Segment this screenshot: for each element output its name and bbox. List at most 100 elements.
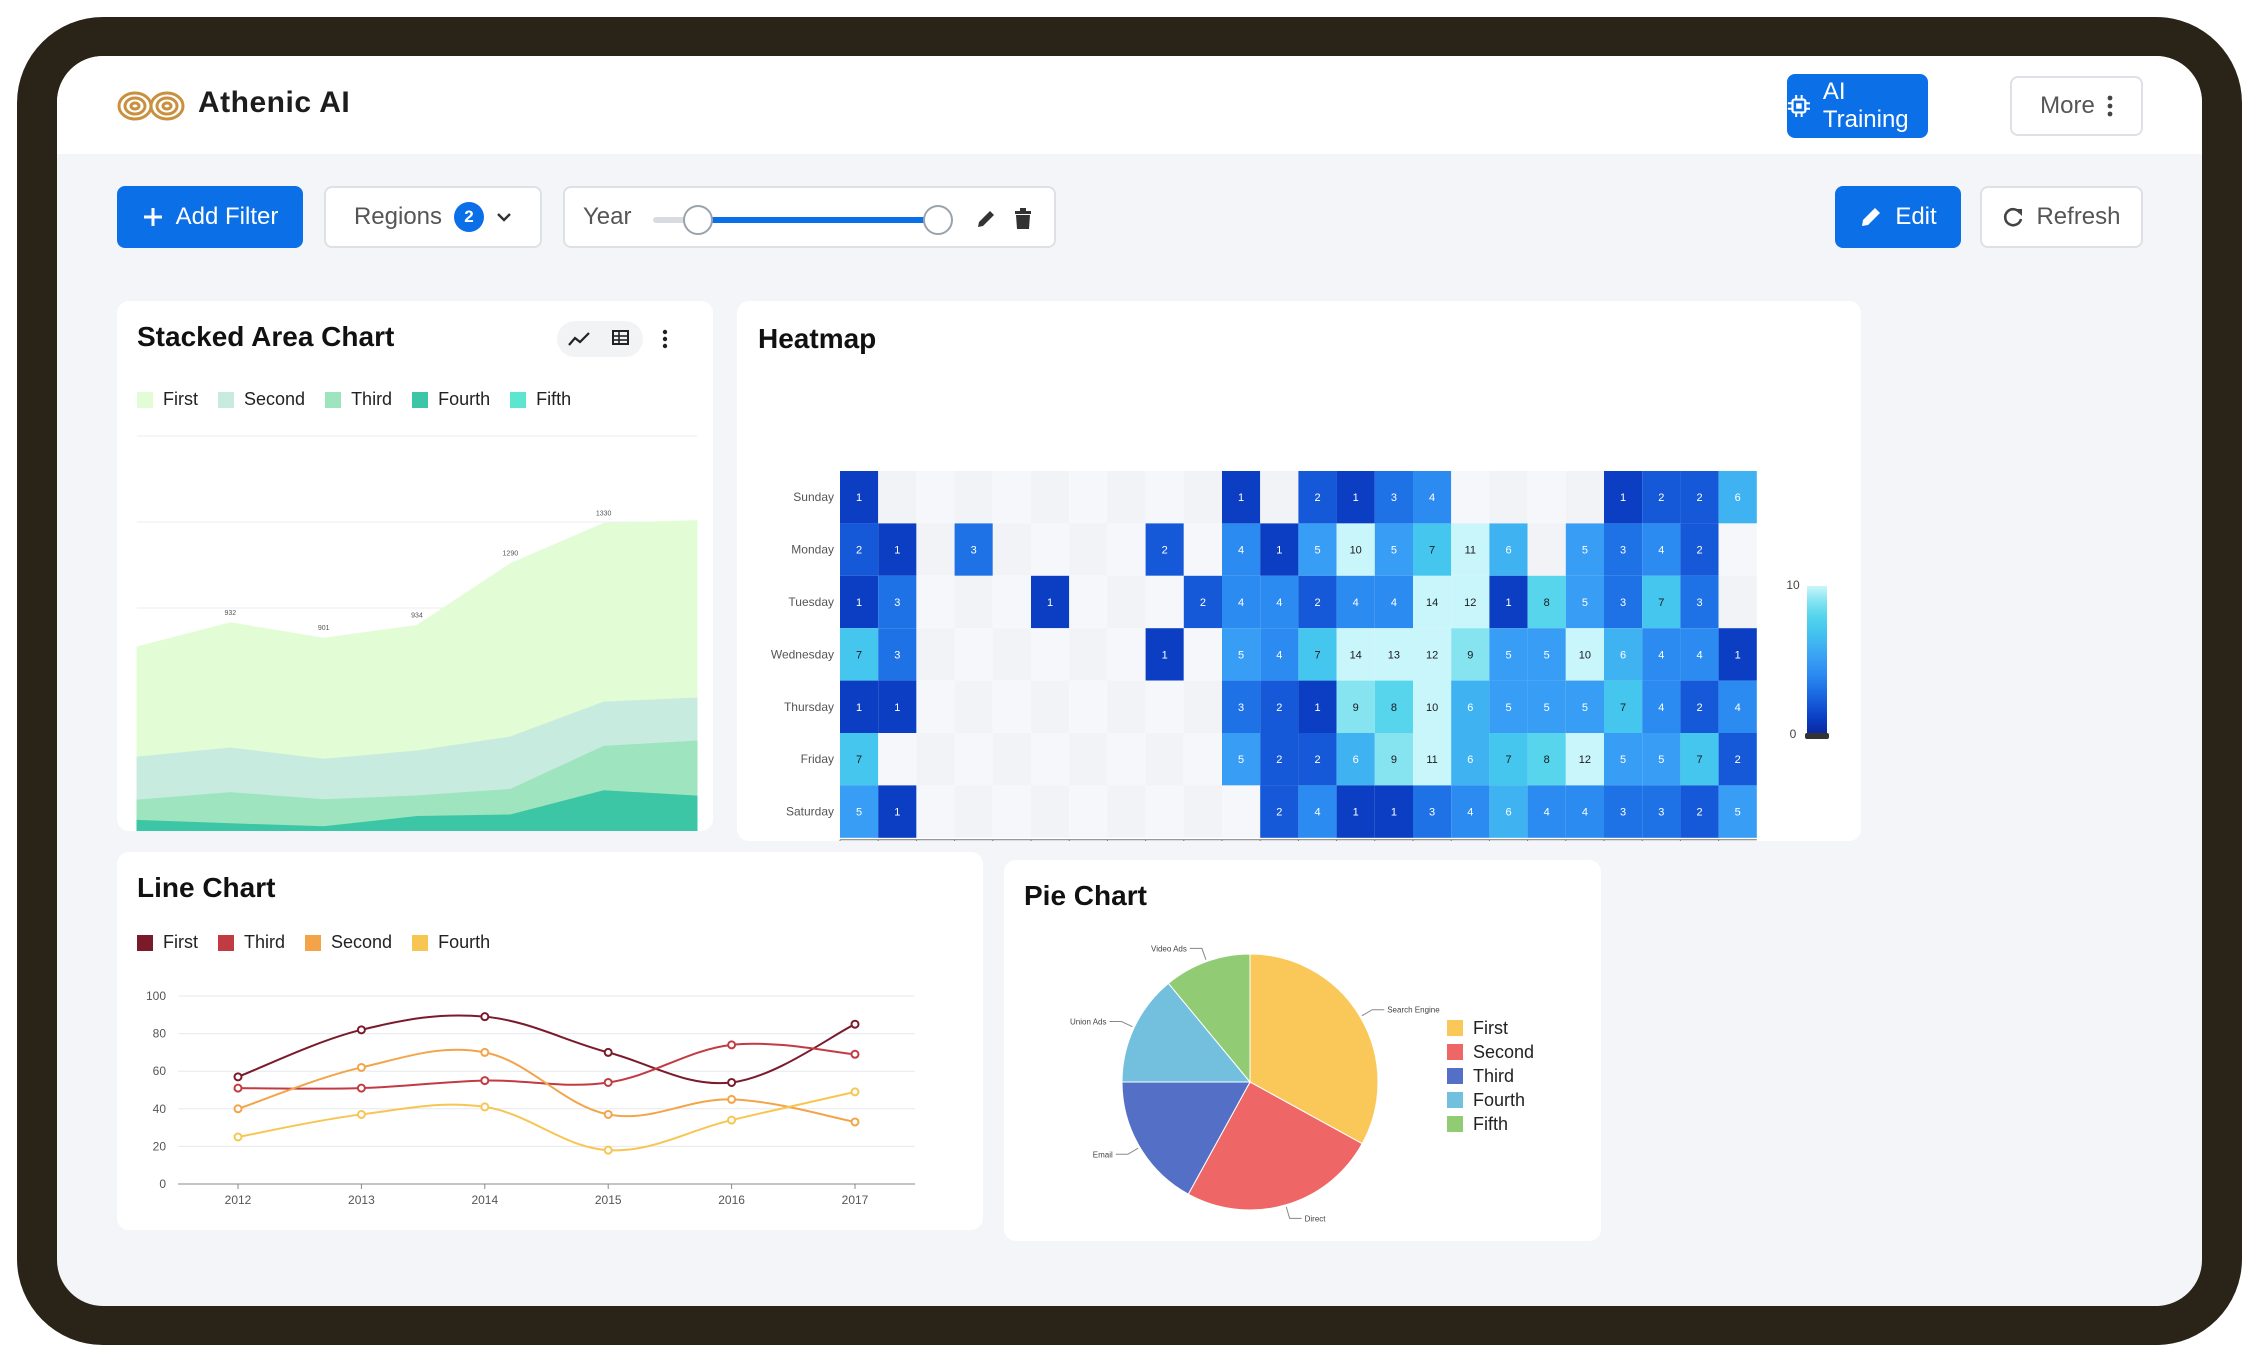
app-screen: Athenic AI AI Training More bbox=[57, 56, 2202, 1306]
line_card-legend-item[interactable]: Third bbox=[218, 932, 285, 953]
legend-label: First bbox=[163, 389, 198, 409]
heatmap-cell bbox=[878, 523, 917, 576]
pie-legend-item[interactable]: Fifth bbox=[1447, 1112, 1534, 1136]
legend-label: Third bbox=[244, 932, 286, 952]
stacked-area-plot: 932 901 934 1290 1330 bbox=[136, 435, 698, 831]
heatmap-cell bbox=[1718, 628, 1757, 681]
heatmap-cell bbox=[1069, 471, 1108, 524]
trash-icon[interactable] bbox=[1013, 208, 1033, 230]
pie-label-line bbox=[1285, 1206, 1302, 1219]
heatmap-cell bbox=[1642, 785, 1681, 838]
heatmap-cell-label: 4 bbox=[1582, 807, 1588, 819]
heatmap-cell bbox=[1642, 471, 1681, 524]
app-name: Athenic AI bbox=[198, 86, 351, 119]
heatmap-cell bbox=[878, 680, 917, 733]
heatmap-cell-label: 3 bbox=[1658, 807, 1664, 819]
heatmap-cell bbox=[1069, 680, 1108, 733]
heatmap-cell-label: 9 bbox=[1467, 649, 1473, 661]
heatmap-cell bbox=[1031, 680, 1070, 733]
pie-slice-label: Direct bbox=[1305, 1214, 1327, 1223]
year-filter: Year bbox=[563, 186, 1056, 248]
heatmap-y-label: Wednesday bbox=[771, 647, 834, 661]
heatmap-cell bbox=[1336, 575, 1375, 629]
heatmap-cell-label: 4 bbox=[1276, 597, 1282, 609]
heatmap-cell-label: 2 bbox=[1696, 807, 1702, 819]
heatmap-y-label: Saturday bbox=[786, 805, 834, 819]
heatmap-cell-label: 4 bbox=[1658, 545, 1664, 557]
pencil-icon[interactable] bbox=[975, 208, 997, 230]
heatmap-cell bbox=[1069, 575, 1108, 629]
area-data-label: 901 bbox=[318, 625, 330, 632]
heatmap-cell bbox=[1336, 523, 1375, 576]
heatmap-cell-label: 6 bbox=[1620, 649, 1626, 661]
line-point bbox=[727, 1115, 737, 1125]
pie-legend-item[interactable]: First bbox=[1447, 1016, 1534, 1040]
heatmap-cell-label: 4 bbox=[1735, 702, 1741, 714]
x-tick-label: 2012 bbox=[225, 1193, 252, 1207]
legend-label: First bbox=[1473, 1017, 1508, 1038]
heatmap-cell bbox=[1565, 575, 1604, 629]
legend-swatch bbox=[137, 934, 153, 951]
heatmap-cell bbox=[840, 471, 879, 524]
pie-label-line bbox=[1109, 1021, 1133, 1028]
heatmap-cell-label: 14 bbox=[1350, 649, 1362, 661]
heatmap-cell bbox=[1374, 785, 1413, 838]
line_card-legend-item[interactable]: Second bbox=[305, 932, 392, 953]
legend-label: Second bbox=[331, 932, 393, 952]
refresh-button[interactable]: Refresh bbox=[1980, 186, 2143, 248]
heatmap-cell-label: 5 bbox=[1391, 545, 1397, 557]
heatmap-cell-label: 3 bbox=[971, 545, 977, 557]
ai-training-button[interactable]: AI Training bbox=[1787, 74, 1928, 138]
y-tick-label: 100 bbox=[146, 989, 166, 1003]
line-chart-title: Line Chart bbox=[137, 872, 276, 903]
pie-chart-plot: Search Engine Direct Email Union Ads Video A… bbox=[1070, 944, 1440, 1223]
stacked_chart-legend-item[interactable]: Fifth bbox=[510, 389, 571, 410]
heatmap-cell bbox=[1336, 733, 1375, 786]
pie-label-line bbox=[1361, 1009, 1385, 1017]
heatmap-cell bbox=[1145, 523, 1184, 576]
pie-slice-label: Search Engine bbox=[1387, 1006, 1440, 1015]
stacked_chart-legend-item[interactable]: Third bbox=[325, 389, 392, 410]
heatmap-cell-label: 4 bbox=[1658, 702, 1664, 714]
year-range-slider[interactable] bbox=[653, 205, 953, 235]
year-slider-handle-end[interactable] bbox=[923, 205, 953, 235]
regions-dropdown[interactable]: Regions 2 bbox=[324, 186, 542, 248]
heatmap-cell-label: 1 bbox=[856, 492, 862, 504]
line-series-third bbox=[237, 1042, 856, 1090]
heatmap-cell bbox=[1107, 733, 1146, 786]
heatmap-cell-label: 2 bbox=[1314, 754, 1320, 766]
heatmap-cell bbox=[1489, 680, 1528, 733]
heatmap-scale-bar bbox=[1807, 586, 1827, 733]
heatmap-cell bbox=[1145, 680, 1184, 733]
kebab-menu-icon[interactable] bbox=[662, 329, 668, 349]
add-filter-button[interactable]: Add Filter bbox=[117, 186, 303, 248]
heatmap-cell bbox=[1107, 523, 1146, 576]
stacked_chart-legend-item[interactable]: Fourth bbox=[412, 389, 490, 410]
line-chart-icon[interactable] bbox=[568, 331, 590, 347]
pie-legend-item[interactable]: Second bbox=[1447, 1040, 1534, 1064]
year-slider-handle-start[interactable] bbox=[683, 205, 713, 235]
table-view-icon[interactable] bbox=[612, 330, 632, 348]
edit-button[interactable]: Edit bbox=[1835, 186, 1961, 248]
stacked_chart-legend-item[interactable]: First bbox=[137, 389, 198, 410]
line_card-legend-item[interactable]: First bbox=[137, 932, 198, 953]
pie-legend-item[interactable]: Fourth bbox=[1447, 1088, 1534, 1112]
stacked_chart-legend-item[interactable]: Second bbox=[218, 389, 305, 410]
pie-legend-item[interactable]: Third bbox=[1447, 1064, 1534, 1088]
heatmap-cell-label: 7 bbox=[1620, 702, 1626, 714]
heatmap-cell bbox=[1031, 628, 1070, 681]
stacked-area-title: Stacked Area Chart bbox=[137, 321, 395, 352]
heatmap-cell bbox=[1260, 785, 1299, 838]
line_card-legend-item[interactable]: Fourth bbox=[412, 932, 490, 953]
heatmap-cell bbox=[992, 471, 1031, 524]
legend-swatch bbox=[1447, 1020, 1463, 1036]
heatmap-cell-label: 4 bbox=[1696, 649, 1702, 661]
heatmap-cell-label: 13 bbox=[1388, 649, 1400, 661]
heatmap-cell bbox=[1451, 733, 1490, 786]
heatmap-scale-max: 10 bbox=[1786, 578, 1800, 592]
legend-swatch bbox=[1447, 1116, 1463, 1132]
heatmap-cell bbox=[1527, 575, 1566, 629]
more-button[interactable]: More bbox=[2010, 76, 2143, 136]
legend-swatch bbox=[1447, 1092, 1463, 1108]
